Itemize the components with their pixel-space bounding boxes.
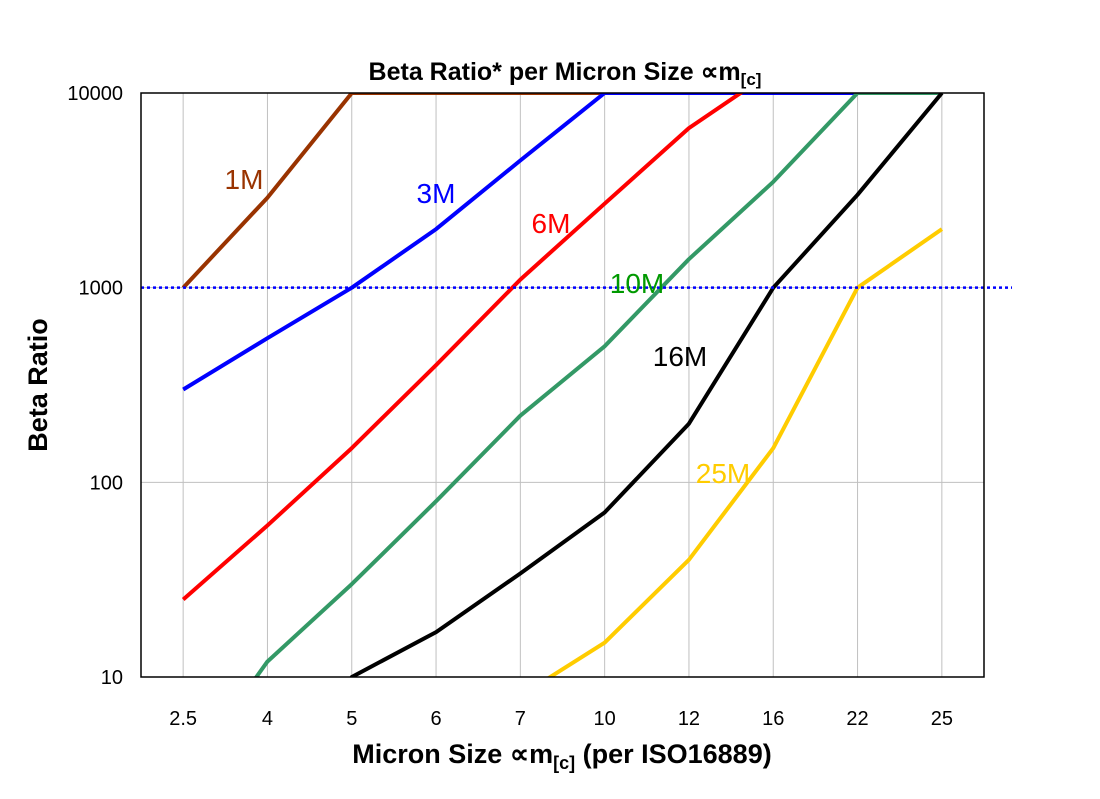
y-tick-label: 100 — [90, 472, 123, 494]
x-tick-label: 22 — [846, 708, 868, 730]
series-lines — [181, 93, 944, 677]
x-tick-label: 10 — [594, 708, 616, 730]
x-tick-label: 5 — [346, 708, 357, 730]
x-tick-label: 2.5 — [169, 708, 197, 730]
y-tick-label: 1000 — [79, 278, 124, 300]
series-line-10M — [253, 93, 942, 677]
series-labels: 1M 3M 6M 10M 16M 25M — [225, 164, 751, 489]
y-tick-label: 10 — [101, 667, 123, 689]
x-tick-label: 4 — [262, 708, 273, 730]
series-label-6M: 6M — [532, 208, 571, 239]
series-line-25M — [546, 227, 944, 677]
series-label-16M: 16M — [653, 341, 707, 372]
x-axis-ticks: 2.5 4 5 6 7 10 12 16 22 25 — [169, 708, 953, 730]
x-tick-label: 16 — [762, 708, 784, 730]
chart-title: Beta Ratio* per Micron Size ∝m[c] — [369, 58, 762, 89]
x-axis-label: Micron Size ∝m[c] (per ISO16889) — [352, 739, 771, 773]
x-tick-label: 6 — [430, 708, 441, 730]
series-line-16M — [349, 93, 944, 677]
series-label-1M: 1M — [225, 164, 264, 195]
series-line-1M — [181, 93, 605, 290]
x-tick-label: 12 — [678, 708, 700, 730]
y-tick-label: 10000 — [67, 83, 123, 105]
grid — [141, 92, 984, 678]
x-tick-label: 7 — [515, 708, 526, 730]
series-label-10M: 10M — [610, 268, 664, 299]
series-label-3M: 3M — [417, 178, 456, 209]
series-line-6M — [181, 93, 745, 602]
x-tick-label: 25 — [931, 708, 953, 730]
y-axis-label: Beta Ratio — [23, 318, 53, 452]
y-axis-ticks: 10 100 1000 10000 — [67, 83, 123, 689]
series-line-3M — [182, 93, 942, 392]
series-label-25M: 25M — [696, 458, 750, 489]
plot-area-border — [140, 92, 985, 678]
